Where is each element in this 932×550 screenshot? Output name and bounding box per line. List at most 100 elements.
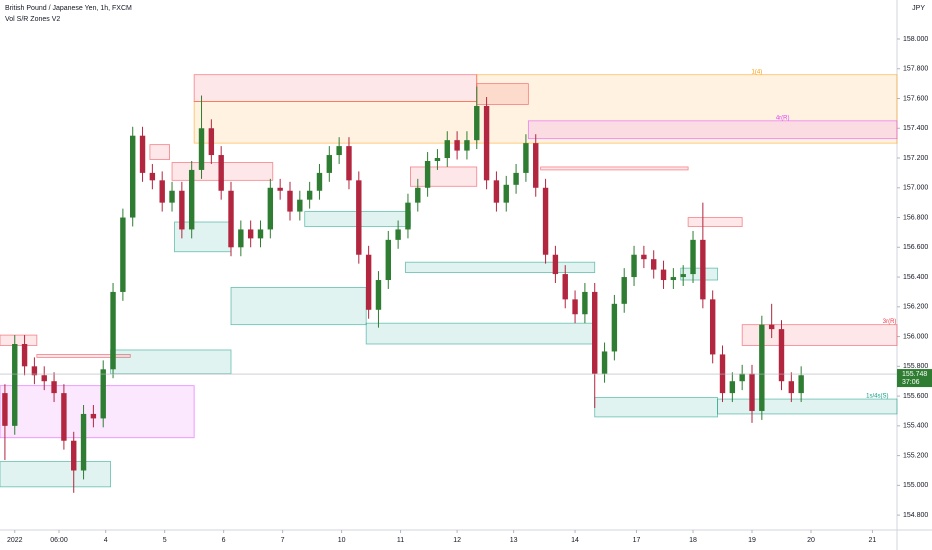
candle-body bbox=[12, 344, 18, 426]
candle-body bbox=[405, 202, 411, 230]
candle-body bbox=[159, 180, 165, 203]
sr-zone bbox=[36, 354, 131, 358]
x-tick-label: 21 bbox=[869, 537, 877, 544]
candle-body bbox=[228, 190, 234, 248]
candle-body bbox=[729, 381, 736, 394]
last-price-label: 155.748 bbox=[902, 371, 927, 378]
candle-body bbox=[90, 413, 97, 419]
x-tick-label: 10 bbox=[338, 537, 346, 544]
candle-body bbox=[267, 187, 274, 230]
candle-body bbox=[375, 280, 382, 310]
candle-body bbox=[297, 199, 303, 212]
candle-body bbox=[326, 155, 333, 173]
x-tick-label: 20 bbox=[807, 537, 815, 544]
sr-zone bbox=[230, 287, 367, 326]
candle-body bbox=[306, 190, 313, 200]
y-tick-label: 156.400 bbox=[903, 274, 928, 281]
y-tick-label: 155.600 bbox=[903, 393, 928, 400]
y-tick-label: 155.200 bbox=[903, 452, 928, 459]
candle-body bbox=[415, 187, 421, 203]
sr-zone bbox=[717, 398, 898, 415]
candle-body bbox=[31, 366, 38, 376]
sr-zone bbox=[0, 334, 38, 346]
candle-body bbox=[631, 254, 637, 278]
candle-body bbox=[41, 375, 47, 382]
candle-body bbox=[218, 155, 224, 191]
countdown-label: 37:06 bbox=[902, 379, 920, 386]
x-tick-label: 2022 bbox=[7, 537, 23, 544]
candle-body bbox=[523, 143, 529, 173]
candle-body bbox=[680, 274, 686, 278]
x-tick-label: 14 bbox=[571, 537, 579, 544]
sr-zone bbox=[741, 324, 898, 346]
candle-body bbox=[395, 229, 401, 240]
zone-label: 1(4) bbox=[752, 69, 763, 75]
candle-body bbox=[749, 373, 755, 411]
candle-body bbox=[690, 239, 696, 275]
x-tick-label: 4 bbox=[104, 537, 108, 544]
candle-body bbox=[169, 190, 175, 203]
candle-body bbox=[739, 373, 745, 382]
sr-zone bbox=[594, 397, 718, 418]
candle-body bbox=[130, 135, 136, 218]
candle-body bbox=[51, 381, 57, 394]
y-tick-label: 157.000 bbox=[903, 185, 928, 192]
y-tick-label: 156.800 bbox=[903, 214, 928, 221]
candle-body bbox=[257, 229, 264, 239]
last-price-tag bbox=[897, 369, 932, 388]
candle-body bbox=[474, 105, 480, 141]
y-tick-label: 155.400 bbox=[903, 423, 928, 430]
candle-body bbox=[542, 187, 549, 255]
x-tick-label: 06:00 bbox=[50, 537, 68, 544]
zone-label: 3r(R) bbox=[883, 319, 897, 325]
candle-body bbox=[651, 259, 657, 270]
x-tick-label: 12 bbox=[453, 537, 461, 544]
sr-zone bbox=[193, 74, 478, 102]
candle-body bbox=[100, 369, 106, 419]
candle-body bbox=[336, 146, 342, 156]
x-tick-label: 13 bbox=[510, 537, 518, 544]
y-tick-label: 156.200 bbox=[903, 304, 928, 311]
candle-body bbox=[21, 344, 28, 367]
candle-body bbox=[798, 375, 804, 394]
sr-zone bbox=[193, 101, 478, 144]
sr-zone bbox=[0, 461, 111, 488]
candle-body bbox=[670, 277, 677, 281]
y-tick-label: 156.000 bbox=[903, 333, 928, 340]
candle-body bbox=[533, 143, 539, 188]
sr-zone bbox=[687, 217, 743, 227]
sr-zone bbox=[476, 83, 529, 105]
candle-body bbox=[592, 291, 598, 374]
candle-body bbox=[434, 158, 441, 161]
candle-body bbox=[444, 140, 450, 159]
x-tick-label: 19 bbox=[748, 537, 756, 544]
y-tick-label: 158.000 bbox=[903, 36, 928, 43]
candle-body bbox=[188, 169, 195, 230]
candle-body bbox=[356, 180, 362, 255]
candle-body bbox=[120, 217, 126, 292]
y-tick-label: 155.000 bbox=[903, 482, 928, 489]
candle-body bbox=[287, 190, 293, 212]
candle-body bbox=[316, 172, 323, 191]
candle-body bbox=[424, 160, 431, 188]
candle-body bbox=[788, 381, 795, 394]
y-tick-label: 157.800 bbox=[903, 66, 928, 73]
candle-body bbox=[346, 146, 352, 181]
sr-zone bbox=[365, 322, 596, 345]
sr-zone bbox=[410, 166, 478, 187]
candle-body bbox=[483, 105, 490, 181]
candle-body bbox=[277, 187, 283, 191]
y-tick-label: 157.400 bbox=[903, 125, 928, 132]
currency: JPY bbox=[912, 5, 925, 12]
y-tick-label: 156.600 bbox=[903, 244, 928, 251]
x-tick-label: 7 bbox=[281, 537, 285, 544]
candle-body bbox=[621, 277, 627, 304]
candle-body bbox=[513, 172, 519, 185]
zone-label: 4r(R) bbox=[776, 115, 790, 121]
candle-body bbox=[493, 180, 500, 203]
y-tick-label: 157.200 bbox=[903, 155, 928, 162]
candle-body bbox=[2, 393, 8, 426]
sr-zone bbox=[476, 74, 898, 144]
candle-body bbox=[365, 254, 372, 310]
candle-body bbox=[208, 128, 215, 156]
